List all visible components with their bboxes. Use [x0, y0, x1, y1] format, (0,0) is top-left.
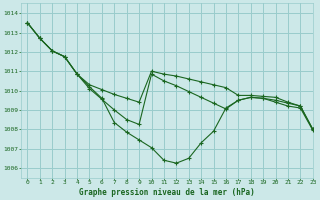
X-axis label: Graphe pression niveau de la mer (hPa): Graphe pression niveau de la mer (hPa): [79, 188, 255, 197]
